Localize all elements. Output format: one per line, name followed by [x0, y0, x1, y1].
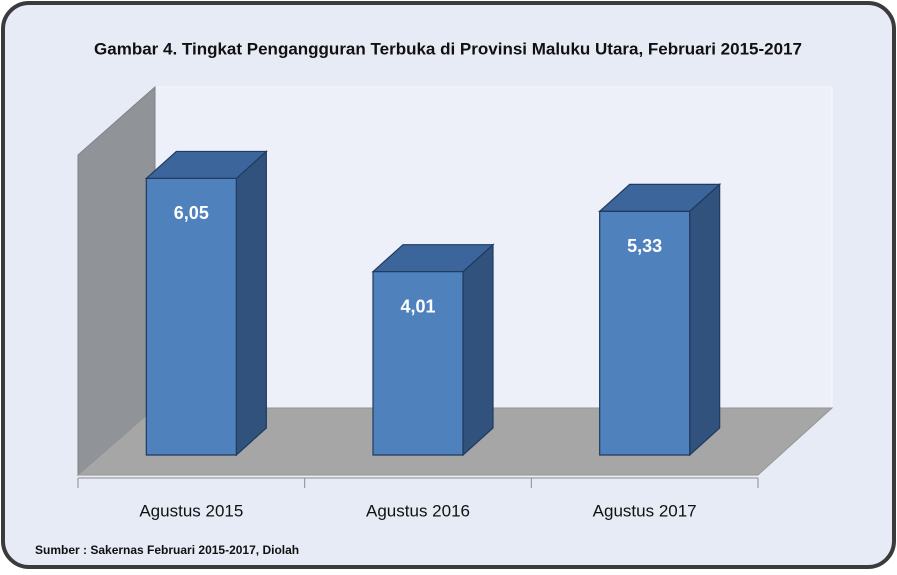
bar-side — [235, 150, 267, 457]
bar-front — [599, 210, 691, 456]
bar-side — [462, 243, 494, 457]
x-tick-label: Agustus 2015 — [139, 501, 243, 520]
bar-side — [689, 182, 721, 457]
data-label: 5,33 — [627, 236, 662, 256]
x-tick-label: Agustus 2017 — [593, 501, 697, 520]
bar — [371, 243, 495, 457]
x-tick-label: Agustus 2016 — [366, 501, 470, 520]
bar-front — [145, 177, 237, 456]
bar-front — [372, 271, 464, 456]
side-wall — [77, 85, 156, 477]
chart-title: Gambar 4. Tingkat Pengangguran Terbuka d… — [94, 39, 802, 58]
data-label: 6,05 — [174, 203, 209, 223]
bar — [598, 182, 722, 457]
data-label: 4,01 — [400, 296, 435, 316]
bar — [144, 150, 268, 457]
source-note: Sumber : Sakernas Februari 2015-2017, Di… — [35, 543, 299, 557]
